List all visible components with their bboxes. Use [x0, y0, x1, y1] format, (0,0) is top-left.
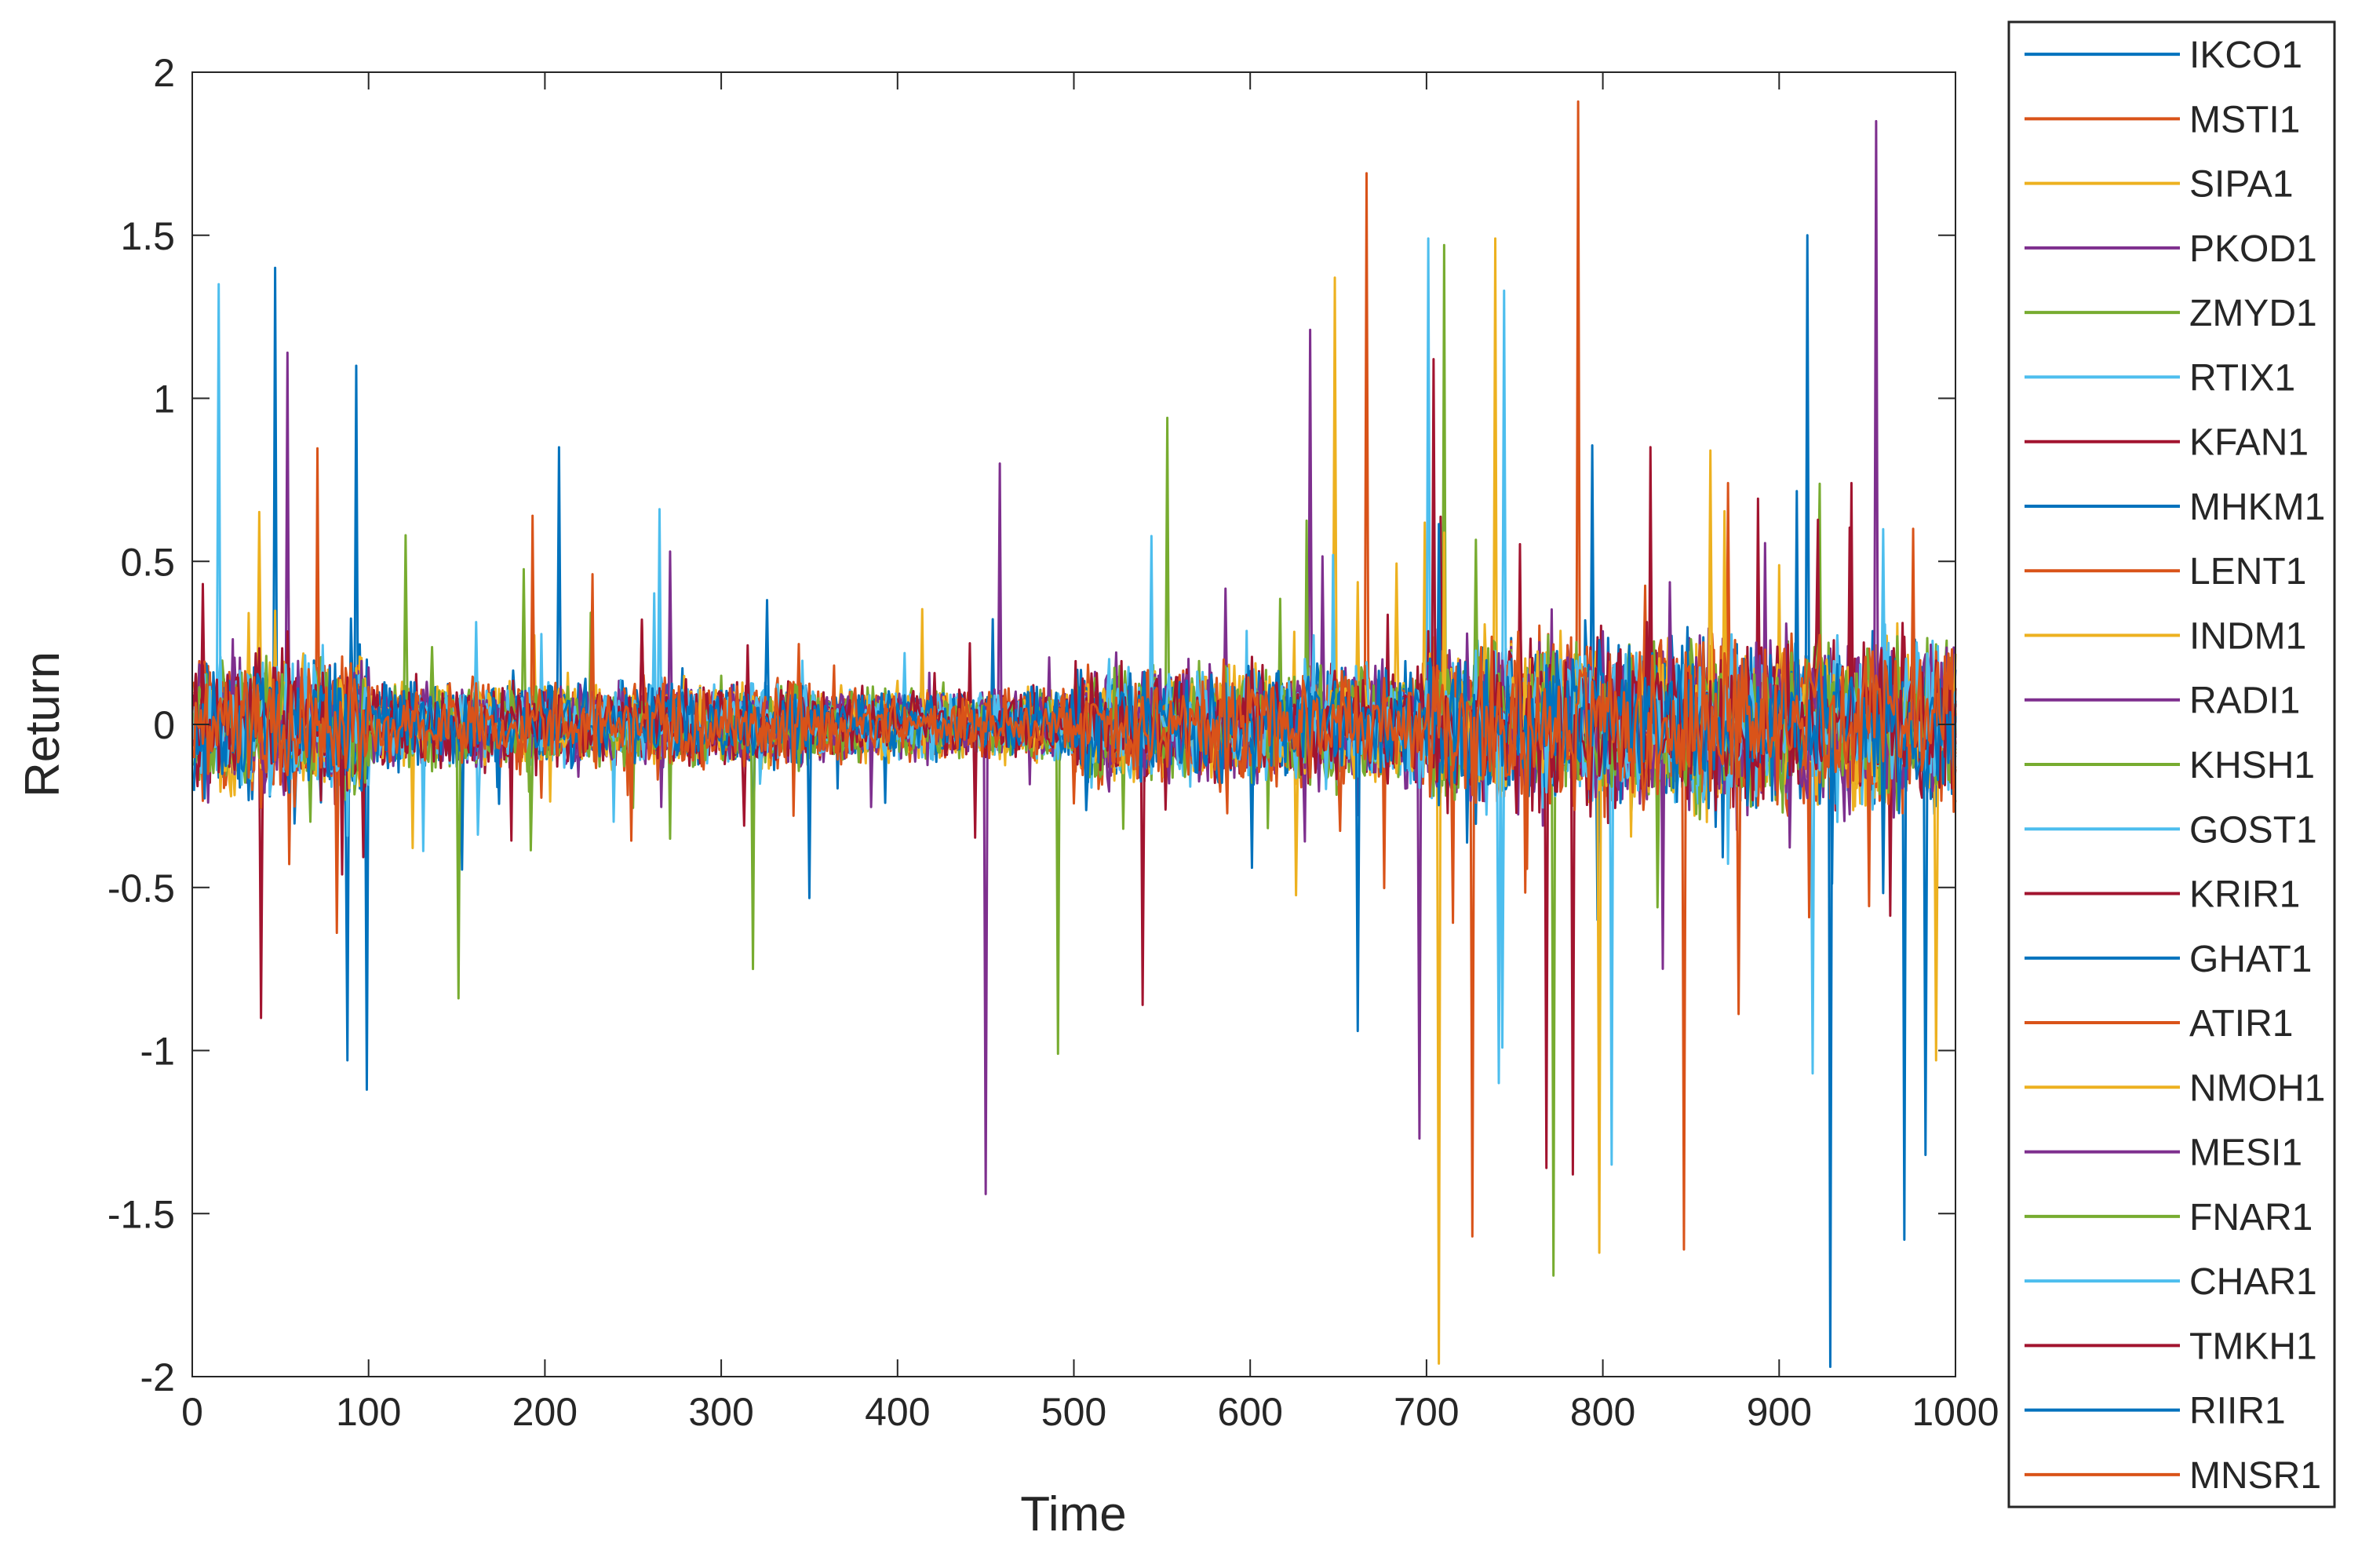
legend-label-KFAN1: KFAN1 — [2189, 422, 2309, 464]
legend-label-GOST1: GOST1 — [2189, 809, 2317, 851]
y-tick-label: 2 — [153, 51, 175, 95]
y-tick-label: 1.5 — [120, 214, 175, 258]
x-axis-label: Time — [1020, 1487, 1126, 1541]
x-tick-label: 300 — [688, 1390, 753, 1434]
legend-label-KRIR1: KRIR1 — [2189, 874, 2300, 916]
x-tick-label: 1000 — [1912, 1390, 1999, 1434]
legend-label-MSTI1: MSTI1 — [2189, 99, 2300, 140]
legend: IKCO1 MSTI1 SIPA1 PKOD1 ZMYD1 RTIX1 KFAN1 MHKM1… — [2007, 20, 2336, 1508]
x-tick-label: 700 — [1394, 1390, 1459, 1434]
x-tick-label: 800 — [1570, 1390, 1635, 1434]
legend-label-RIIR1: RIIR1 — [2189, 1391, 2286, 1432]
y-axis: 2 1.5 1 0.5 0 -0.5 -1 -1.5 -2 — [108, 51, 1955, 1399]
legend-label-SIPA1: SIPA1 — [2189, 164, 2294, 206]
legend-label-NMOH1: NMOH1 — [2189, 1067, 2325, 1109]
x-axis: 0 100 200 300 400 500 600 700 800 900 1000 — [181, 72, 1999, 1434]
legend-label-CHAR1: CHAR1 — [2189, 1261, 2317, 1303]
y-tick-label: 0 — [153, 703, 175, 747]
legend-label-MESI1: MESI1 — [2189, 1133, 2302, 1174]
legend-label-ZMYD1: ZMYD1 — [2189, 293, 2317, 334]
legend-label-FNAR1: FNAR1 — [2189, 1197, 2313, 1238]
y-axis-label: Return — [16, 651, 70, 797]
legend-label-RADI1: RADI1 — [2189, 680, 2300, 722]
legend-label-MNSR1: MNSR1 — [2189, 1455, 2321, 1497]
x-tick-label: 900 — [1747, 1390, 1812, 1434]
y-tick-label: 1 — [153, 378, 175, 421]
y-tick-label: -1.5 — [108, 1192, 175, 1236]
y-tick-label: -2 — [140, 1355, 175, 1399]
legend-label-RTIX1: RTIX1 — [2189, 357, 2295, 399]
legend-label-LENT1: LENT1 — [2189, 551, 2306, 593]
legend-label-KHSH1: KHSH1 — [2189, 745, 2315, 786]
x-tick-label: 400 — [865, 1390, 930, 1434]
series-line-TMKH1 — [192, 446, 1957, 1176]
y-tick-label: -1 — [140, 1030, 175, 1074]
legend-label-ATIR1: ATIR1 — [2189, 1003, 2293, 1045]
y-tick-label: -0.5 — [108, 866, 175, 910]
legend-label-IKCO1: IKCO1 — [2189, 35, 2302, 76]
legend-label-TMKH1: TMKH1 — [2189, 1326, 2317, 1367]
y-tick-label: 0.5 — [120, 540, 175, 584]
x-tick-label: 600 — [1217, 1390, 1282, 1434]
series-lines — [192, 100, 1957, 1369]
series-line-MNSR1 — [192, 527, 1957, 870]
legend-label-MHKM1: MHKM1 — [2189, 487, 2325, 528]
x-tick-label: 0 — [181, 1390, 203, 1434]
legend-label-GHAT1: GHAT1 — [2189, 939, 2312, 980]
x-tick-label: 100 — [336, 1390, 401, 1434]
x-tick-label: 500 — [1041, 1390, 1106, 1434]
legend-label-PKOD1: PKOD1 — [2189, 228, 2317, 270]
legend-label-INDM1: INDM1 — [2189, 615, 2306, 657]
x-tick-label: 200 — [512, 1390, 578, 1434]
